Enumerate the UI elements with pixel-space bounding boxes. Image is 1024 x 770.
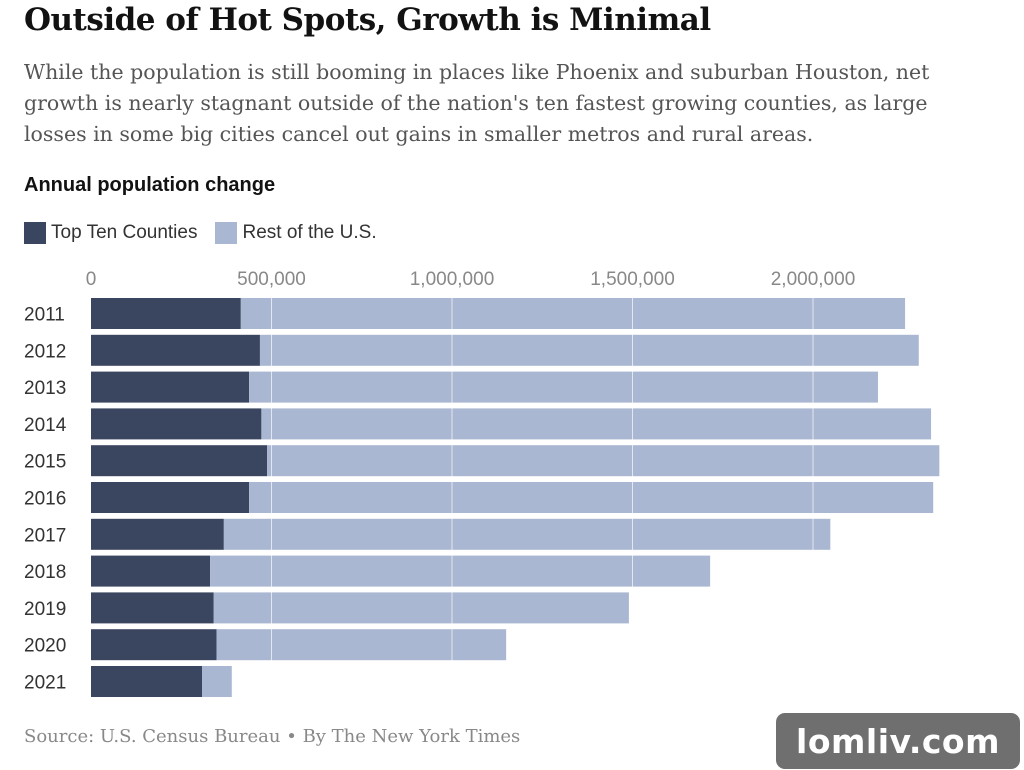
bar-chart: 2011 2012 2013 2014 2015 2016 2017 2018 2019 2020… xyxy=(24,269,940,697)
category-label-2019: 2019 xyxy=(24,599,66,620)
bar-top-ten-2017 xyxy=(91,518,224,550)
category-label-2014: 2014 xyxy=(24,415,67,436)
footer-separator: • xyxy=(286,726,297,747)
bar-top-ten-2018 xyxy=(91,555,211,587)
bar-rest-2021 xyxy=(202,666,232,697)
bar-top-ten-2019 xyxy=(91,592,214,624)
category-label-2015: 2015 xyxy=(24,452,66,473)
bar-top-ten-2016 xyxy=(91,482,250,513)
bar-rest-2014 xyxy=(261,408,932,440)
bar-top-ten-2020 xyxy=(91,629,217,661)
x-tick-label-1000000: 1,000,000 xyxy=(410,269,495,290)
headline: Outside of Hot Spots, Growth is Minimal xyxy=(24,2,711,38)
bar-rest-2011 xyxy=(240,298,906,329)
watermark: lomliv.com xyxy=(776,713,1020,769)
category-label-2013: 2013 xyxy=(24,378,66,399)
x-tick-label-0: 0 xyxy=(86,269,97,290)
bar-top-ten-2011 xyxy=(91,298,241,329)
bar-top-ten-2012 xyxy=(91,334,260,366)
footer: Source: U.S. Census Bureau • By The New … xyxy=(24,726,520,747)
bar-rest-2016 xyxy=(249,482,934,513)
legend-label-top-ten: Top Ten Counties xyxy=(51,222,198,243)
legend-item-top-ten: Top Ten Counties xyxy=(24,222,197,244)
category-label-2020: 2020 xyxy=(24,636,66,657)
bar-rest-2013 xyxy=(249,371,878,403)
legend-item-rest: Rest of the U.S. xyxy=(215,222,377,244)
bar-top-ten-2015 xyxy=(91,445,268,477)
source-credit: Source: U.S. Census Bureau xyxy=(24,726,281,747)
legend-swatch-rest xyxy=(215,222,238,244)
dek: While the population is still booming in… xyxy=(24,60,930,146)
category-label-2011: 2011 xyxy=(24,305,65,326)
bar-rest-2019 xyxy=(213,592,629,624)
bar-rest-2015 xyxy=(267,445,940,477)
category-label-2012: 2012 xyxy=(24,341,66,362)
bar-rest-2018 xyxy=(210,555,711,587)
category-label-2016: 2016 xyxy=(24,489,66,510)
bar-top-ten-2021 xyxy=(91,666,203,697)
legend: Top Ten Counties Rest of the U.S. xyxy=(24,222,395,244)
bar-rest-2012 xyxy=(259,334,919,366)
bar-rest-2017 xyxy=(223,518,831,550)
x-tick-label-2000000: 2,000,000 xyxy=(771,269,856,290)
bar-rest-2020 xyxy=(216,629,507,661)
category-label-2017: 2017 xyxy=(24,525,66,546)
x-tick-label-1500000: 1,500,000 xyxy=(590,269,675,290)
legend-label-rest: Rest of the U.S. xyxy=(242,222,377,243)
category-label-2021: 2021 xyxy=(24,673,66,694)
x-tick-label-500000: 500,000 xyxy=(237,269,306,290)
byline: By The New York Times xyxy=(302,726,521,747)
legend-swatch-top-ten xyxy=(24,222,46,244)
bar-top-ten-2013 xyxy=(91,371,250,403)
category-label-2018: 2018 xyxy=(24,562,66,583)
bar-top-ten-2014 xyxy=(91,408,262,440)
chart-title: Annual population change xyxy=(24,174,276,196)
